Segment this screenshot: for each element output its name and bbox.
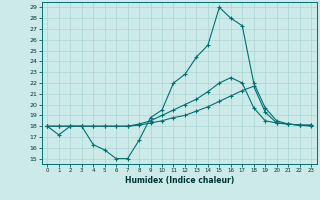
X-axis label: Humidex (Indice chaleur): Humidex (Indice chaleur) xyxy=(124,176,234,185)
